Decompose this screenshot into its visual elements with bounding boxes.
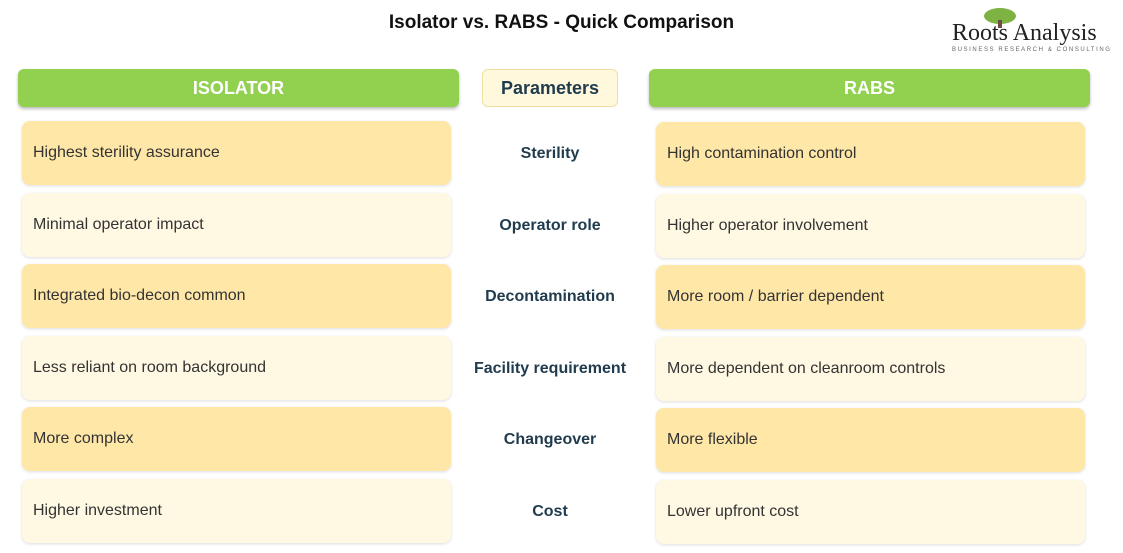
isolator-cell: More complex — [22, 407, 451, 471]
isolator-cell: Integrated bio-decon common — [22, 264, 451, 328]
parameter-label: Facility requirement — [473, 359, 627, 377]
rabs-cell: More dependent on cleanroom controls — [656, 336, 1085, 401]
parameter-label: Changeover — [503, 431, 597, 448]
parameter-label: Decontamination — [485, 288, 615, 305]
parameter-label: Sterility — [520, 145, 580, 162]
logo-tagline: BUSINESS RESEARCH & CONSULTING — [952, 47, 1112, 53]
logo-tree — [984, 8, 1016, 28]
isolator-cell: Less reliant on room background — [22, 335, 451, 400]
parameters-header: Parameters — [482, 69, 618, 107]
rabs-cell: Higher operator involvement — [656, 193, 1085, 258]
rabs-cell: High contamination control — [656, 122, 1085, 186]
logo-name: Roots Analysis — [952, 20, 1097, 46]
isolator-cell: Highest sterility assurance — [22, 121, 451, 185]
isolator-cell: Higher investment — [22, 478, 451, 543]
parameter-label: Operator role — [499, 216, 601, 234]
isolator-cell: Minimal operator impact — [22, 192, 451, 257]
isolator-header: ISOLATOR — [18, 69, 459, 107]
logo: Roots Analysis BUSINESS RESEARCH & CONSU… — [952, 8, 1117, 53]
rabs-cell: Lower upfront cost — [656, 479, 1085, 544]
rabs-header: RABS — [649, 69, 1090, 107]
title: Isolator vs. RABS - Quick Comparison — [388, 12, 735, 33]
rabs-cell: More flexible — [656, 408, 1085, 472]
rabs-cell: More room / barrier dependent — [656, 265, 1085, 329]
parameter-label: Cost — [532, 502, 568, 520]
